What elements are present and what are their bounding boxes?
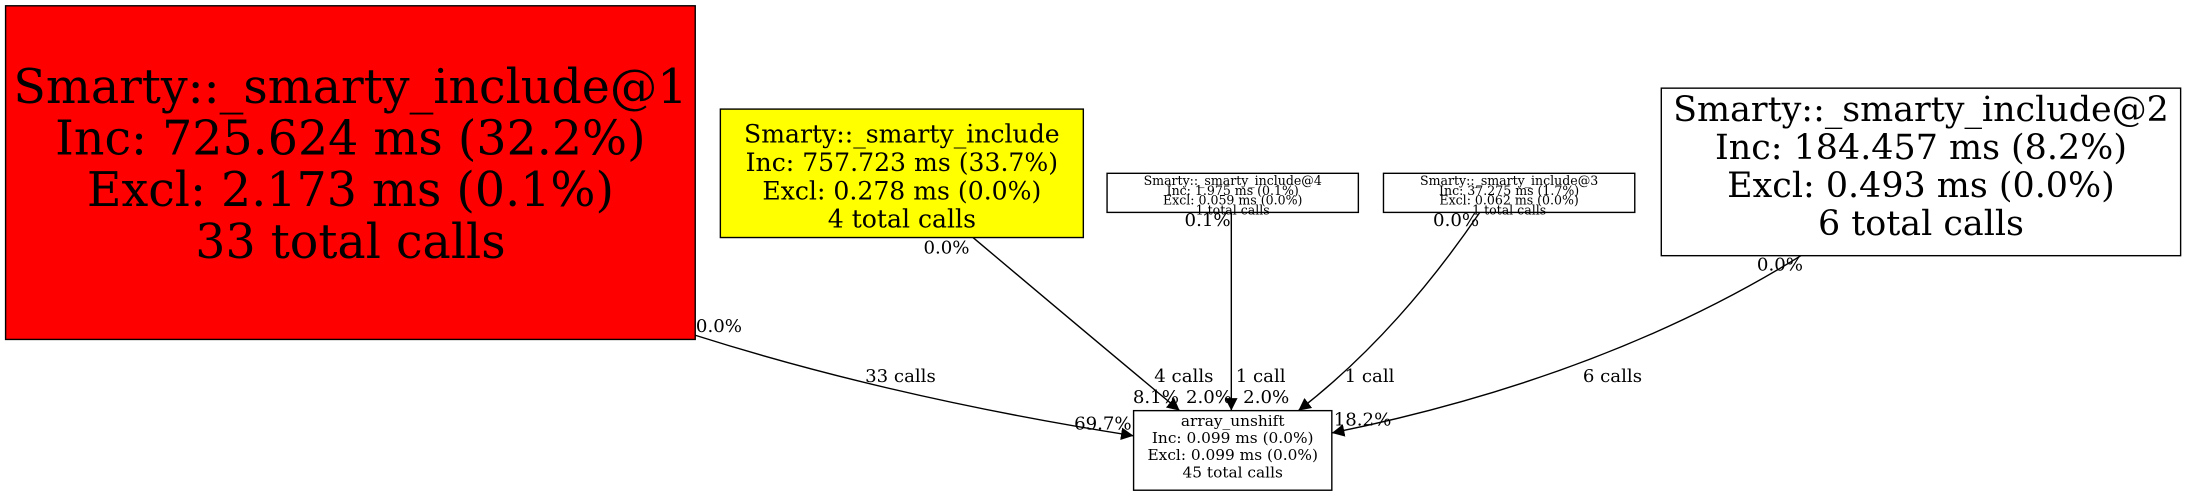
- edge-tail-label: 0.0%: [923, 238, 969, 259]
- node-text: Excl: 0.278 ms (0.0%): [762, 176, 1041, 205]
- node-text: Smarty::_smarty_include@4: [1144, 173, 1322, 188]
- edge: [972, 236, 1181, 412]
- edge-tail-label: 0.0%: [696, 316, 742, 337]
- edge-label: 1 call: [1345, 366, 1395, 387]
- edge-label: 4 calls: [1154, 366, 1213, 387]
- node-text: 33 total calls: [195, 215, 505, 270]
- edge: [1331, 255, 1802, 437]
- node-box: [1382, 172, 1636, 214]
- edge-head-label: 2.0%: [1243, 387, 1289, 408]
- edge-head-label: 69.7%: [1074, 414, 1132, 435]
- node-text: 45 total calls: [1183, 463, 1283, 481]
- edge-tail-label: 0.0%: [1757, 254, 1803, 275]
- node-text: 6 total calls: [1818, 204, 2024, 244]
- node-text: Inc: 757.723 ms (33.7%): [746, 148, 1058, 177]
- node-text: Smarty::_smarty_include@1: [13, 60, 687, 115]
- node-text: 1 total calls: [1472, 203, 1546, 218]
- node-text: Excl: 2.173 ms (0.1%): [87, 163, 614, 218]
- node-box: [1106, 172, 1360, 214]
- node-text: Excl: 0.062 ms (0.0%): [1439, 193, 1578, 208]
- edge-tail-label: 0.1%: [1185, 210, 1231, 231]
- node-text: Inc: 0.099 ms (0.0%): [1152, 429, 1314, 447]
- edge-head-label: 18.2%: [1334, 409, 1392, 430]
- edge-label: 6 calls: [1583, 366, 1642, 387]
- node-text: Inc: 37.275 ms (1.7%): [1439, 183, 1579, 198]
- edge: [1297, 212, 1481, 412]
- node-text: Excl: 0.099 ms (0.0%): [1147, 446, 1317, 464]
- node-text: Smarty::_smarty_include@2: [1673, 90, 2169, 130]
- node-text: Smarty::_smarty_include: [744, 120, 1060, 150]
- node-text: Inc: 725.624 ms (32.2%): [55, 112, 645, 167]
- node-text: array_unshift: [1181, 412, 1285, 430]
- node-box: [719, 108, 1085, 239]
- node-text: Inc: 1.975 ms (0.1%): [1167, 183, 1299, 198]
- node-box: [4, 5, 696, 341]
- edge-label: 1 call: [1236, 366, 1286, 387]
- node-text: Excl: 0.493 ms (0.0%): [1727, 166, 2115, 206]
- node-box: [1132, 409, 1333, 491]
- edge-tail-label: 0.0%: [1433, 210, 1479, 231]
- node-text: 1 total calls: [1196, 203, 1270, 218]
- node-text: Excl: 0.059 ms (0.0%): [1163, 193, 1302, 208]
- node-box: [1660, 87, 2182, 257]
- edge-label: 33 calls: [865, 366, 936, 387]
- edge-head-label: 2.0%: [1186, 387, 1232, 408]
- node-text: 4 total calls: [828, 205, 976, 234]
- edge-head-label: 8.1%: [1133, 387, 1179, 408]
- edge: [695, 334, 1134, 441]
- node-text: Inc: 184.457 ms (8.2%): [1715, 128, 2127, 168]
- node-text: Smarty::_smarty_include@3: [1420, 173, 1598, 188]
